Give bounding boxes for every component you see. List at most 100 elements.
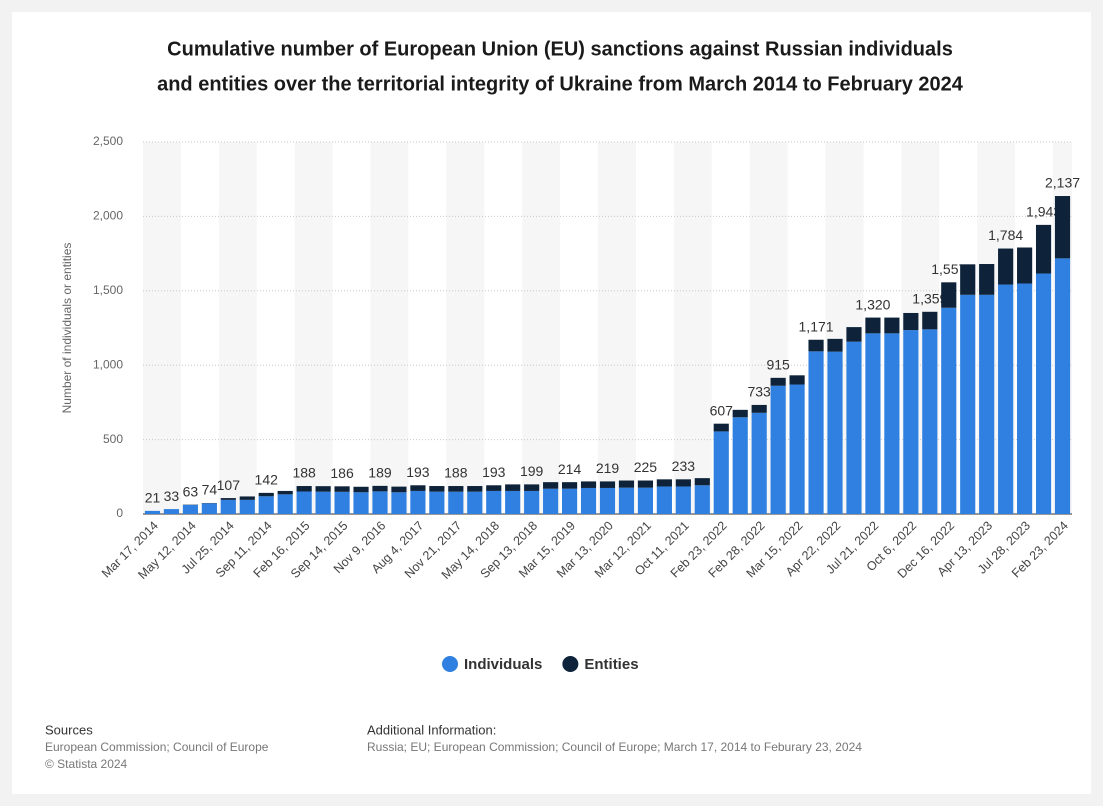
bar-segment	[220, 499, 236, 514]
copyright: © Statista 2024	[45, 757, 128, 771]
y-tick-label: 1,500	[93, 283, 123, 297]
value-label: 186	[330, 465, 354, 481]
bar-segment	[941, 307, 957, 514]
bar-segment	[448, 486, 464, 492]
legend-label: Entities	[584, 656, 638, 673]
bar-segment	[486, 485, 502, 491]
value-label: 74	[202, 482, 218, 498]
column-band	[598, 142, 636, 514]
bar-segment	[751, 412, 767, 514]
bar-segment	[144, 510, 161, 514]
bar-segment	[618, 480, 635, 488]
bar-segment	[732, 409, 748, 418]
bar-segment	[429, 491, 445, 514]
value-label: 193	[406, 464, 430, 480]
bar-segment	[1054, 196, 1071, 259]
bar-segment	[998, 284, 1014, 514]
y-tick-label: 2,500	[93, 134, 123, 148]
bar-segment	[296, 486, 312, 492]
bar-segment	[505, 490, 521, 514]
bar-segment	[1054, 258, 1071, 514]
bar-segment	[979, 264, 995, 295]
bar-segment	[410, 490, 426, 514]
bar-segment	[884, 317, 900, 334]
bar-segment	[561, 488, 578, 514]
value-label: 1,171	[799, 318, 834, 334]
bar-segment	[524, 484, 540, 491]
bar-segment	[960, 294, 976, 514]
bar-segment	[637, 487, 654, 514]
bar-segment	[903, 330, 919, 514]
bar-segment	[353, 492, 369, 514]
bar-segment	[922, 311, 938, 330]
info-heading: Additional Information:	[367, 722, 496, 737]
bar-segment	[884, 333, 900, 514]
value-label: 21	[145, 490, 161, 506]
bar-segment	[675, 479, 691, 487]
value-label: 219	[596, 460, 620, 476]
bar-segment	[315, 491, 331, 514]
bar-segment	[770, 385, 786, 514]
column-band	[294, 142, 333, 514]
bar-segment	[467, 486, 483, 492]
value-label: 214	[558, 461, 582, 477]
bar-segment	[201, 503, 217, 514]
value-label: 915	[766, 357, 790, 373]
bar-segment	[656, 479, 672, 487]
y-axis-label: Number of individuals or entities	[60, 243, 74, 414]
value-label: 188	[292, 465, 316, 481]
sources-heading: Sources	[45, 722, 93, 737]
bar-segment	[808, 351, 824, 514]
bar-segment	[163, 509, 180, 514]
bar-segment	[713, 423, 729, 432]
bar-segment	[656, 486, 672, 514]
bar-segment	[543, 488, 559, 514]
bar-segment	[353, 486, 369, 493]
bar-segment	[505, 484, 521, 491]
bar-segment	[675, 486, 691, 514]
bar-segment	[846, 327, 862, 342]
legend-label: Individuals	[464, 656, 542, 673]
value-label: 607	[710, 402, 734, 418]
legend-swatch	[562, 656, 579, 672]
bar-segment	[808, 339, 824, 352]
bar-segment	[239, 496, 255, 500]
bar-segment	[789, 384, 805, 514]
bar-segment	[486, 490, 502, 514]
value-label: 225	[634, 459, 658, 475]
bar-segment	[315, 486, 331, 492]
bar-segment	[524, 490, 540, 514]
y-tick-label: 1,000	[93, 357, 123, 371]
chart-title: and entities over the territorial integr…	[157, 73, 964, 95]
bar-segment	[846, 341, 862, 514]
bar-segment	[694, 478, 710, 486]
bar-segment	[429, 486, 445, 492]
bar-segment	[277, 494, 293, 514]
bar-segment	[713, 431, 729, 514]
bar-segment	[599, 487, 616, 514]
bar-segment	[580, 487, 597, 514]
column-band	[673, 142, 712, 514]
bar-segment	[372, 491, 388, 514]
bar-segment	[865, 333, 881, 514]
bar-segment	[751, 404, 767, 413]
value-label: 1,557	[931, 261, 966, 277]
bar-segment	[277, 490, 293, 495]
bar-segment	[998, 248, 1014, 285]
column-band	[522, 142, 561, 514]
column-band	[218, 142, 257, 514]
info: Russia; EU; European Commission; Council…	[367, 740, 862, 754]
legend-swatch	[442, 656, 458, 672]
value-label: 1,943	[1026, 204, 1061, 220]
bar-segment	[258, 492, 274, 497]
bar-segment	[827, 351, 843, 514]
bar-segment	[467, 491, 483, 514]
bar-segment	[732, 417, 748, 514]
y-tick-label: 2,000	[93, 209, 123, 223]
bar-segment	[391, 492, 407, 514]
value-label: 33	[164, 488, 180, 504]
bar-segment	[1035, 224, 1052, 274]
value-label: 63	[183, 483, 199, 499]
